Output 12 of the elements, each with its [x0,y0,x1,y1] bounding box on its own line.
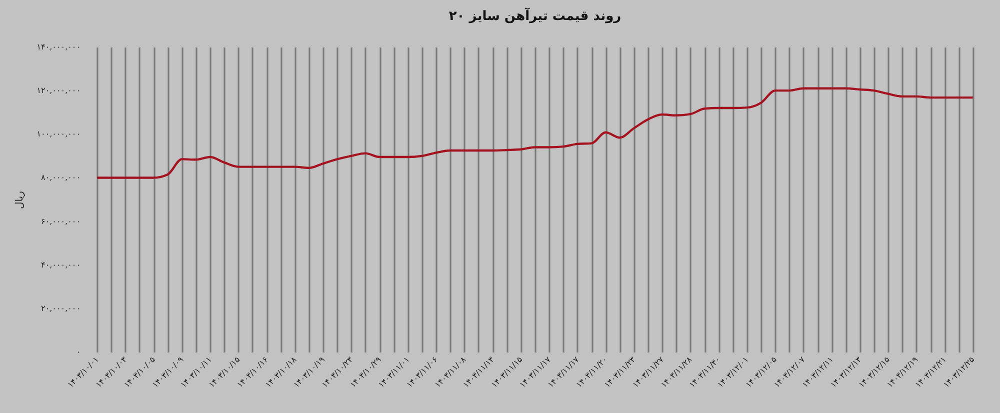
y-tick-label: ۶۰,۰۰۰,۰۰۰ [41,216,80,226]
y-tick-label: ۸۰,۰۰۰,۰۰۰ [41,173,80,182]
y-tick-label: ۱۰۰,۰۰۰,۰۰۰ [36,130,80,139]
y-tick-label: ۴۰,۰۰۰,۰۰۰ [41,260,80,270]
y-tick-label: ۱۲۰,۰۰۰,۰۰۰ [36,86,80,96]
y-tick-label: ۲۰,۰۰۰,۰۰۰ [41,304,80,313]
line-series [96,87,974,179]
y-tick-label: ۱۴۰,۰۰۰,۰۰۰ [36,42,80,52]
x-tick-label: ۱۴۰۳/۱۲/۲۵ [942,354,976,390]
chart-title: روند قیمت تیرآهن سایز ۲۰ [448,7,622,24]
y-axis-title: ریال [14,190,26,209]
y-tick-label: ۰ [76,348,80,356]
